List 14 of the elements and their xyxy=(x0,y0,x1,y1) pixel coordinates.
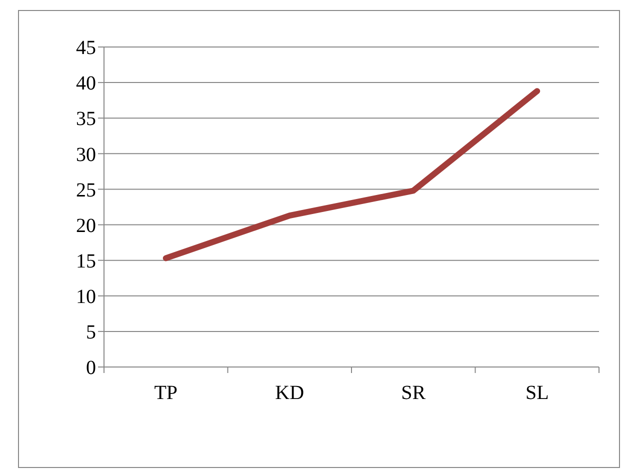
y-tick-label: 15 xyxy=(76,250,96,272)
x-tick-label: TP xyxy=(154,382,178,404)
y-tick-label: 25 xyxy=(76,179,96,202)
y-tick-label: 30 xyxy=(76,144,96,166)
y-tick-label: 45 xyxy=(76,37,96,60)
y-tick-label: 10 xyxy=(76,286,96,308)
y-tick-label: 5 xyxy=(86,322,96,344)
x-tick-label: KD xyxy=(275,382,304,404)
y-tick-label: 40 xyxy=(76,72,96,95)
y-tick-label: 0 xyxy=(86,357,96,380)
x-tick-label: SL xyxy=(525,382,549,404)
y-tick-label: 20 xyxy=(76,214,96,237)
x-tick-label: SR xyxy=(401,382,426,404)
y-tick-label: 35 xyxy=(76,108,96,130)
